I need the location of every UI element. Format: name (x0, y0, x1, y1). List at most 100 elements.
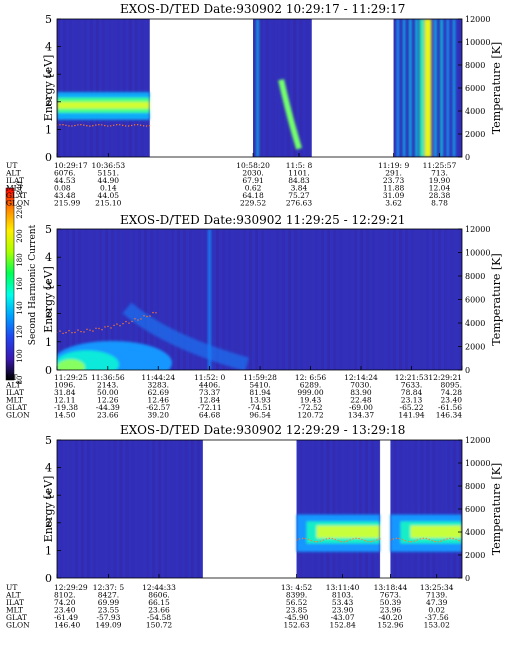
temperature-point (74, 331, 76, 334)
orbit-row-label: GLON (6, 621, 30, 630)
orbit-cell: 74.20 (54, 598, 76, 607)
right-y-tick-label: 6000 (465, 84, 485, 93)
orbit-cell: 215.99 (54, 199, 80, 208)
right-y-tick-label: 6000 (465, 505, 485, 514)
orbit-cell: 84.83 (288, 176, 310, 185)
orbit-cell: 83.90 (350, 388, 372, 397)
temperature-point (364, 540, 366, 542)
temperature-point (119, 325, 121, 327)
orbit-cell: 6289. (300, 381, 321, 390)
temperature-point (434, 540, 436, 543)
colorbar-tick-label: 220 (16, 205, 24, 218)
y-tick-label: 5 (45, 223, 52, 236)
orbit-cell: 23.90 (332, 606, 354, 615)
orbit-cell: -54.58 (147, 613, 171, 622)
orbit-cell: 23.73 (383, 176, 405, 185)
y-tick-label: 2 (45, 517, 52, 530)
temperature-point (89, 329, 91, 331)
orbit-cell: 146.40 (54, 621, 80, 630)
colorbar-scale (5, 187, 15, 381)
temperature-point (113, 124, 115, 126)
temperature-point (325, 538, 328, 540)
orbit-row-label: GLAT (6, 403, 27, 412)
orbit-cell: 19.90 (429, 176, 451, 185)
temperature-point (136, 124, 139, 126)
y-tick-label: 5 (45, 13, 52, 26)
data-segment (253, 19, 312, 157)
data-segment (57, 440, 203, 578)
orbit-cell: -69.00 (349, 403, 373, 412)
orbit-cell: 23.85 (286, 606, 308, 615)
temperature-point (110, 125, 112, 127)
right-y-axis-label: Temperature [K] (490, 253, 503, 345)
colorbar-tick-label: 200 (16, 229, 24, 242)
orbit-cell: -19.38 (54, 403, 78, 412)
temperature-point (68, 330, 70, 332)
y-tick-label: 1 (45, 544, 52, 557)
right-y-tick-label: 6000 (465, 296, 485, 305)
orbit-cell: 10:58:20 (236, 161, 270, 170)
orbit-cell: 12:44:33 (142, 583, 176, 592)
orbit-cell: 120.72 (297, 411, 323, 420)
orbit-row-label: UT (6, 583, 17, 592)
temperature-point (422, 537, 424, 540)
temperature-point (62, 124, 64, 126)
orbit-cell: 1101. (288, 169, 309, 178)
temperature-point (410, 541, 413, 543)
temperature-point (146, 315, 148, 318)
colorbar-tick-label: 180 (16, 253, 24, 266)
orbit-cell: 12.26 (97, 396, 119, 405)
orbit-cell: -72.52 (299, 403, 323, 412)
orbit-cell: 152.63 (283, 621, 309, 630)
temperature-point (152, 311, 154, 314)
colorbar-tick-label: 140 (16, 301, 24, 314)
orbit-cell: 11:52: 0 (194, 373, 226, 382)
temperature-point (110, 327, 112, 329)
right-y-tick-label: 2000 (465, 130, 485, 139)
orbit-cell: 12:21:53 (395, 373, 429, 382)
orbit-row-label: GLON (6, 199, 30, 208)
orbit-row-label: ILAT (6, 598, 24, 607)
orbit-cell: 291. (385, 169, 402, 178)
orbit-cell: 23.66 (97, 411, 119, 420)
orbit-cell: 7633. (401, 381, 422, 390)
orbit-cell: 152.84 (329, 621, 355, 630)
y-tick-label: 0 (45, 572, 52, 585)
right-y-tick-label: 12000 (465, 225, 490, 234)
temperature-point (398, 537, 401, 540)
panel-title: EXOS-D/TED Date:930902 10:29:17 - 11:29:… (120, 2, 405, 16)
y-tick-label: 4 (45, 41, 52, 54)
orbit-cell: 7030. (350, 381, 371, 390)
temperature-point (134, 318, 136, 320)
orbit-cell: 2143. (97, 381, 118, 390)
right-y-tick-label: 4000 (465, 107, 485, 116)
orbit-cell: 12:37: 5 (93, 583, 125, 592)
y-tick-label: 3 (45, 489, 52, 502)
orbit-cell: -44.39 (96, 403, 120, 412)
temperature-point (352, 538, 354, 540)
temperature-point (113, 324, 115, 327)
orbit-row-label: GLON (6, 411, 30, 420)
orbit-cell: 12.84 (199, 396, 221, 405)
orbit-cell: 62.69 (148, 388, 170, 397)
spectrogram-panel: EXOS-D/TED Date:930902 11:29:25 - 12:29:… (5, 213, 503, 420)
temperature-point (337, 539, 339, 542)
orbit-cell: -45.90 (285, 613, 309, 622)
orbit-cell: 8.78 (431, 199, 448, 208)
orbit-cell: 56.52 (286, 598, 308, 607)
temperature-point (431, 539, 433, 542)
orbit-cell: 215.10 (95, 199, 121, 208)
orbit-row-label: MLT (6, 606, 23, 615)
temperature-point (407, 540, 410, 543)
temperature-point (437, 541, 439, 543)
orbit-cell: 6076. (54, 169, 75, 178)
orbit-cell: 14.50 (54, 411, 76, 420)
temperature-point (77, 124, 79, 126)
temperature-point (419, 538, 421, 540)
y-tick-label: 0 (45, 364, 52, 377)
temperature-point (122, 322, 124, 325)
temperature-point (98, 123, 100, 126)
orbit-cell: 150.72 (146, 621, 172, 630)
temperature-point (425, 537, 427, 540)
temperature-point (133, 124, 136, 126)
